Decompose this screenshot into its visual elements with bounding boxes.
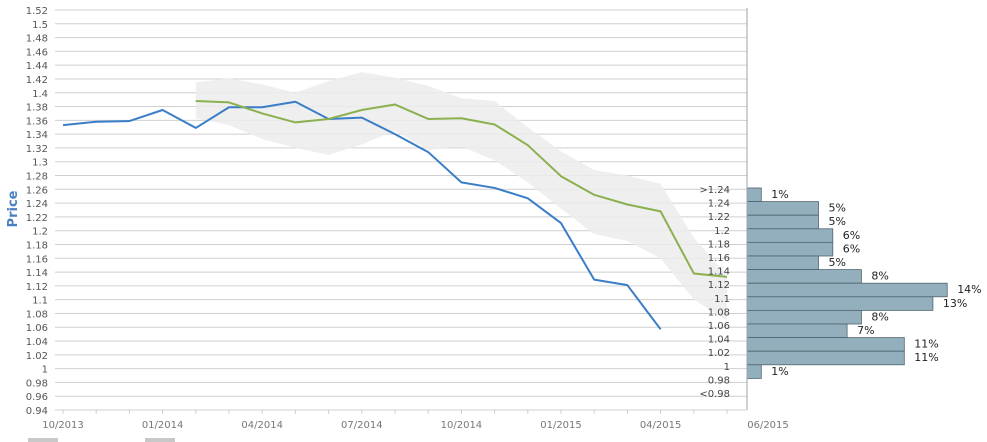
distribution-bin-label: 1.18 bbox=[708, 239, 730, 250]
distribution-bin-label: 1.2 bbox=[714, 226, 730, 237]
distribution-bar bbox=[746, 364, 762, 379]
y-tick-label: 1.06 bbox=[26, 323, 48, 334]
forecast-band bbox=[195, 72, 728, 321]
x-tick-label: 04/2015 bbox=[640, 420, 682, 431]
distribution-bar bbox=[746, 269, 862, 284]
distribution-bar-value: 11% bbox=[914, 351, 938, 364]
y-tick-label: 1.14 bbox=[26, 268, 48, 279]
distribution-bar bbox=[746, 282, 948, 298]
distribution-bin-label: 0.98 bbox=[708, 375, 730, 386]
y-tick-label: 1.36 bbox=[26, 116, 48, 127]
distribution-bin-label: >1.24 bbox=[699, 185, 730, 196]
x-tick-label: 06/2015 bbox=[747, 420, 789, 431]
y-axis-label: Price bbox=[6, 190, 21, 227]
y-tick-label: 1.04 bbox=[26, 337, 48, 348]
distribution-bar bbox=[746, 241, 834, 257]
y-tick-label: 0.98 bbox=[26, 378, 48, 389]
distribution-bin-label: 1.02 bbox=[708, 348, 730, 359]
distribution-bar bbox=[746, 228, 834, 243]
y-tick-label: 1.34 bbox=[26, 130, 48, 141]
distribution-bar-value: 8% bbox=[871, 270, 888, 283]
y-tick-label: 1.46 bbox=[26, 47, 48, 58]
distribution-bar bbox=[746, 214, 819, 230]
x-tick-label: 04/2014 bbox=[241, 420, 283, 431]
y-tick-label: 0.96 bbox=[26, 392, 48, 403]
distribution-bin-label: 1 bbox=[724, 362, 730, 373]
distribution-bar-value: 7% bbox=[857, 324, 874, 337]
distribution-bar-value: 13% bbox=[943, 297, 967, 310]
distribution-bin-label: 1.04 bbox=[708, 335, 730, 346]
distribution-bin-label: 1.08 bbox=[708, 307, 730, 318]
series-line-1 bbox=[62, 100, 662, 330]
y-tick-label: 1.16 bbox=[26, 254, 48, 265]
distribution-bar bbox=[746, 255, 819, 271]
legend-swatch-1 bbox=[28, 438, 58, 442]
y-tick-label: 1.18 bbox=[26, 240, 48, 251]
distribution-bar-value: 8% bbox=[871, 310, 888, 323]
y-tick-label: 1.32 bbox=[26, 144, 48, 155]
distribution-bin-label: 1.24 bbox=[708, 199, 730, 210]
y-tick-label: 1.52 bbox=[26, 6, 48, 17]
distribution-bin-label: 1.14 bbox=[708, 267, 730, 278]
distribution-bar-value: 5% bbox=[829, 202, 846, 215]
y-tick-label: 1.28 bbox=[26, 172, 48, 183]
y-tick-label: 1.1 bbox=[32, 296, 48, 307]
distribution-bin-label: 1.12 bbox=[708, 280, 730, 291]
distribution-bar bbox=[746, 309, 862, 325]
distribution-bin-label: 1.06 bbox=[708, 321, 730, 332]
x-tick-label: 07/2014 bbox=[341, 420, 383, 431]
y-tick-label: 1.44 bbox=[26, 61, 48, 72]
distribution-bar-value: 6% bbox=[843, 229, 860, 242]
y-tick-label: 1.08 bbox=[26, 309, 48, 320]
y-tick-label: 0.94 bbox=[26, 406, 48, 417]
x-tick-labels: 10/2013 01/2014 04/2014 07/2014 10/2014 01/20… bbox=[42, 420, 789, 431]
x-tick-label: 10/2013 bbox=[42, 420, 84, 431]
y-tick-label: 1.3 bbox=[32, 158, 48, 169]
y-tick-label: 1.12 bbox=[26, 282, 48, 293]
distribution-bar-value: 11% bbox=[914, 338, 938, 351]
distribution-bin-label: 1.22 bbox=[708, 212, 730, 223]
x-tick-label: 01/2015 bbox=[540, 420, 582, 431]
distribution-bar bbox=[746, 337, 905, 352]
y-tick-label: 1.2 bbox=[32, 227, 48, 238]
y-tick-label: 1.5 bbox=[32, 20, 48, 31]
x-tick-label: 10/2014 bbox=[441, 420, 483, 431]
y-tick-label: 1.02 bbox=[26, 351, 48, 362]
x-tick-label: 01/2014 bbox=[142, 420, 184, 431]
distribution-bar bbox=[746, 201, 819, 216]
forecast-band-area bbox=[195, 72, 728, 321]
y-tick-label: 1.24 bbox=[26, 199, 48, 210]
y-tick-label: 1.22 bbox=[26, 213, 48, 224]
series-line-2 bbox=[195, 100, 728, 278]
distribution-bin-label: <0.98 bbox=[699, 389, 730, 400]
distribution-bar bbox=[746, 323, 848, 339]
y-tick-labels: 0.94 0.96 0.98 1 1.02 1.04 1.06 1.08 1.1 1.12 1.14… bbox=[26, 6, 48, 417]
distribution-bar bbox=[746, 350, 905, 366]
y-tick-label: 1.26 bbox=[26, 185, 48, 196]
distribution-bar-value: 1% bbox=[771, 188, 788, 201]
distribution-bin-label: 1.1 bbox=[714, 294, 730, 305]
series-lines bbox=[62, 100, 728, 330]
distribution-bar-value: 5% bbox=[829, 256, 846, 269]
distribution-bar-value: 1% bbox=[771, 365, 788, 378]
y-tick-label: 1.48 bbox=[26, 34, 48, 45]
distribution-bin-label: 1.16 bbox=[708, 253, 730, 264]
legend-swatch-2 bbox=[145, 438, 175, 442]
y-tick-label: 1.42 bbox=[26, 75, 48, 86]
distribution-bar-value: 5% bbox=[829, 215, 846, 228]
distribution-bar-value: 14% bbox=[957, 283, 981, 296]
distribution-histogram: >1.24 1% 1.24 5% 1.22 5% 1.2 6% 1.18 6% 1.16 5% 1.14… bbox=[699, 185, 981, 400]
distribution-bar bbox=[746, 296, 934, 311]
y-tick-label: 1.4 bbox=[32, 89, 48, 100]
distribution-bar-value: 6% bbox=[843, 242, 860, 255]
distribution-bar bbox=[746, 187, 762, 203]
y-tick-label: 1 bbox=[42, 365, 48, 376]
y-tick-label: 1.38 bbox=[26, 103, 48, 114]
